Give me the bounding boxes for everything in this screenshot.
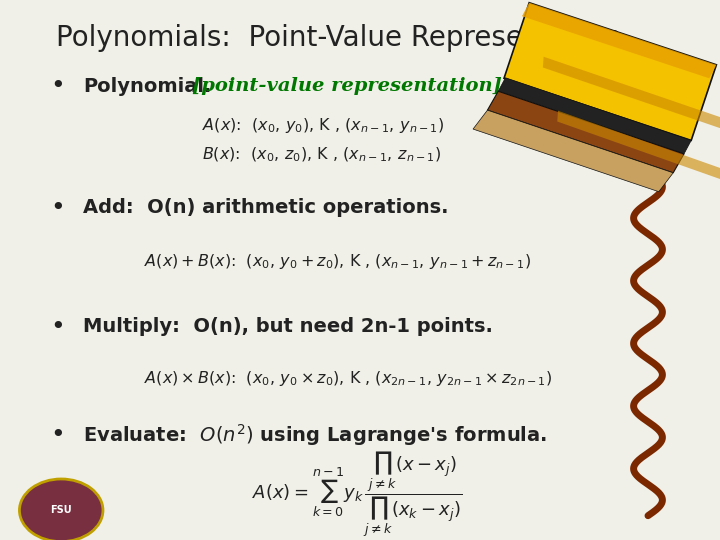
Text: Polynomials:  Point-Value Representation: Polynomials: Point-Value Representation [55, 24, 621, 52]
Text: •: • [50, 315, 65, 339]
Text: $A(x) = \sum_{k=0}^{n-1} y_k \,\dfrac{\prod_{j \neq k}(x - x_j)}{\prod_{j \neq k: $A(x) = \sum_{k=0}^{n-1} y_k \,\dfrac{\p… [252, 450, 462, 540]
Circle shape [19, 479, 103, 540]
Polygon shape [498, 78, 691, 154]
Text: $A(x)$:  $(x_0,\, y_0)$, K , $(x_{n-1},\, y_{n-1})$: $A(x)$: $(x_0,\, y_0)$, K , $(x_{n-1},\,… [202, 116, 444, 136]
Text: $A(x)+B(x)$:  $(x_0,\, y_0+z_0)$, K , $(x_{n-1},\, y_{n-1}+z_{n-1})$: $A(x)+B(x)$: $(x_0,\, y_0+z_0)$, K , $(x… [144, 252, 531, 272]
Polygon shape [522, 3, 716, 78]
Text: Add:  O(n) arithmetic operations.: Add: O(n) arithmetic operations. [83, 198, 449, 218]
Text: •: • [50, 423, 65, 447]
Text: Polynomial.: Polynomial. [83, 77, 211, 96]
Text: $A(x) \times B(x)$:  $(x_0,\, y_0 \times z_0)$, K , $(x_{2n-1},\, y_{2n-1} \time: $A(x) \times B(x)$: $(x_0,\, y_0 \times … [144, 368, 552, 388]
Text: Evaluate:  $O(n^2)$ using Lagrange's formula.: Evaluate: $O(n^2)$ using Lagrange's form… [83, 422, 547, 448]
Polygon shape [543, 57, 720, 130]
Text: Multiply:  O(n), but need 2n-1 points.: Multiply: O(n), but need 2n-1 points. [83, 317, 492, 336]
Text: $B(x)$:  $(x_0,\, z_0)$, K , $(x_{n-1},\, z_{n-1})$: $B(x)$: $(x_0,\, z_0)$, K , $(x_{n-1},\,… [202, 146, 441, 164]
Text: •: • [50, 196, 65, 220]
Polygon shape [473, 110, 673, 192]
Text: [point-value representation]: [point-value representation] [192, 77, 502, 96]
Polygon shape [557, 111, 720, 184]
Text: FSU: FSU [50, 505, 72, 515]
Polygon shape [504, 3, 716, 140]
Text: •: • [50, 75, 65, 98]
Polygon shape [487, 91, 684, 173]
